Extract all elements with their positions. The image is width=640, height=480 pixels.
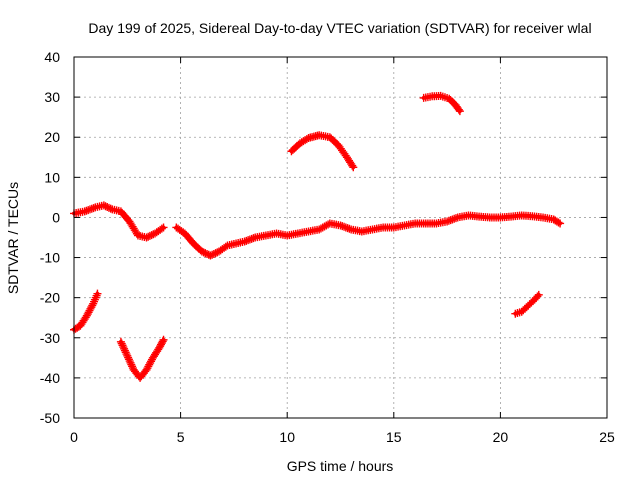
data-point-marker (348, 161, 357, 170)
y-tick-label: 40 (44, 49, 60, 65)
data-point-marker (455, 107, 464, 116)
data-point-marker (221, 242, 230, 251)
chart-title: Day 199 of 2025, Sidereal Day-to-day VTE… (88, 20, 591, 36)
x-axis-label: GPS time / hours (287, 458, 394, 474)
data-point-marker (87, 303, 96, 312)
y-tick-label: 20 (44, 129, 60, 145)
data-point-marker (121, 348, 130, 357)
data-point-marker (120, 346, 129, 355)
x-tick-label: 10 (279, 429, 295, 445)
data-point-marker (554, 218, 563, 227)
y-tick-label: 10 (44, 169, 60, 185)
y-tick-label: 0 (52, 209, 60, 225)
data-point-marker (146, 358, 155, 367)
data-point-marker (142, 233, 151, 242)
grid-lines (74, 57, 607, 418)
y-tick-label: -40 (40, 370, 60, 386)
data-point-marker (534, 290, 543, 299)
data-point-marker (144, 362, 153, 371)
data-point-marker (117, 339, 126, 348)
data-point-marker (124, 355, 133, 364)
data-point-marker (157, 224, 166, 233)
data-point-marker (147, 231, 156, 240)
data-point-marker (83, 309, 92, 318)
data-point-marker (86, 304, 95, 313)
data-point-marker (302, 135, 311, 144)
data-series (70, 91, 565, 382)
data-point-marker (103, 203, 112, 212)
data-point-marker (142, 365, 151, 374)
data-point-marker (208, 250, 217, 259)
plot-border (73, 56, 608, 419)
data-point-marker (99, 201, 108, 210)
data-point-marker (116, 337, 125, 346)
data-point-marker (159, 335, 168, 344)
data-point-marker (118, 341, 127, 350)
data-point-marker (120, 344, 129, 353)
data-point-marker (127, 360, 136, 369)
data-point-marker (145, 231, 154, 240)
data-point-marker (124, 353, 133, 362)
data-point-marker (85, 306, 94, 315)
data-point-marker (158, 337, 167, 346)
data-point-marker (556, 219, 565, 228)
x-tick-label: 0 (70, 429, 78, 445)
data-point-marker (84, 308, 93, 317)
y-tick-label: -20 (40, 290, 60, 306)
data-point-marker (211, 249, 220, 258)
data-point-marker (119, 343, 128, 352)
data-point-marker (159, 223, 168, 232)
data-point-marker (122, 350, 131, 359)
data-point-marker (126, 358, 135, 367)
series-arc-main-early (70, 201, 168, 242)
data-point-marker (199, 248, 208, 257)
data-point-marker (349, 163, 358, 172)
data-point-marker (123, 351, 132, 360)
data-point-marker (145, 360, 154, 369)
data-point-marker (104, 203, 113, 212)
x-tick-label: 25 (599, 429, 615, 445)
y-axis-label: SDTVAR / TECUs (5, 182, 21, 294)
data-point-marker (93, 289, 102, 298)
data-point-marker (197, 247, 206, 256)
data-point-marker (106, 204, 115, 213)
data-point-marker (125, 357, 134, 366)
data-point-marker (101, 202, 110, 211)
data-point-marker (147, 357, 156, 366)
data-point-marker (454, 105, 463, 114)
x-tick-label: 20 (493, 429, 509, 445)
series-arc-neg-early (70, 289, 102, 334)
series-arc-main-late (172, 211, 565, 260)
data-point-marker (128, 362, 137, 371)
data-point-marker (143, 364, 152, 373)
x-tick-label: 5 (177, 429, 185, 445)
series-arc-v-shape (116, 335, 168, 382)
data-point-marker (209, 249, 218, 258)
data-point-marker (82, 311, 91, 320)
axis-ticks: 0 5 10 15 20 25 -50 -40 -30 -20 -10 0 10 20 30 40 (40, 49, 615, 445)
y-tick-label: -50 (40, 410, 60, 426)
data-point-marker (206, 251, 215, 260)
series-arc-pos-30 (419, 91, 464, 116)
series-arc-neg-late (511, 290, 543, 318)
y-tick-label: 30 (44, 89, 60, 105)
x-tick-label: 15 (386, 429, 402, 445)
data-point-marker (144, 232, 153, 241)
data-point-marker (88, 301, 97, 310)
y-tick-label: -10 (40, 250, 60, 266)
data-point-marker (203, 249, 212, 258)
data-point-marker (201, 249, 210, 258)
data-point-marker (533, 292, 542, 301)
y-tick-label: -30 (40, 330, 60, 346)
series-arc-pos-20 (287, 131, 358, 172)
